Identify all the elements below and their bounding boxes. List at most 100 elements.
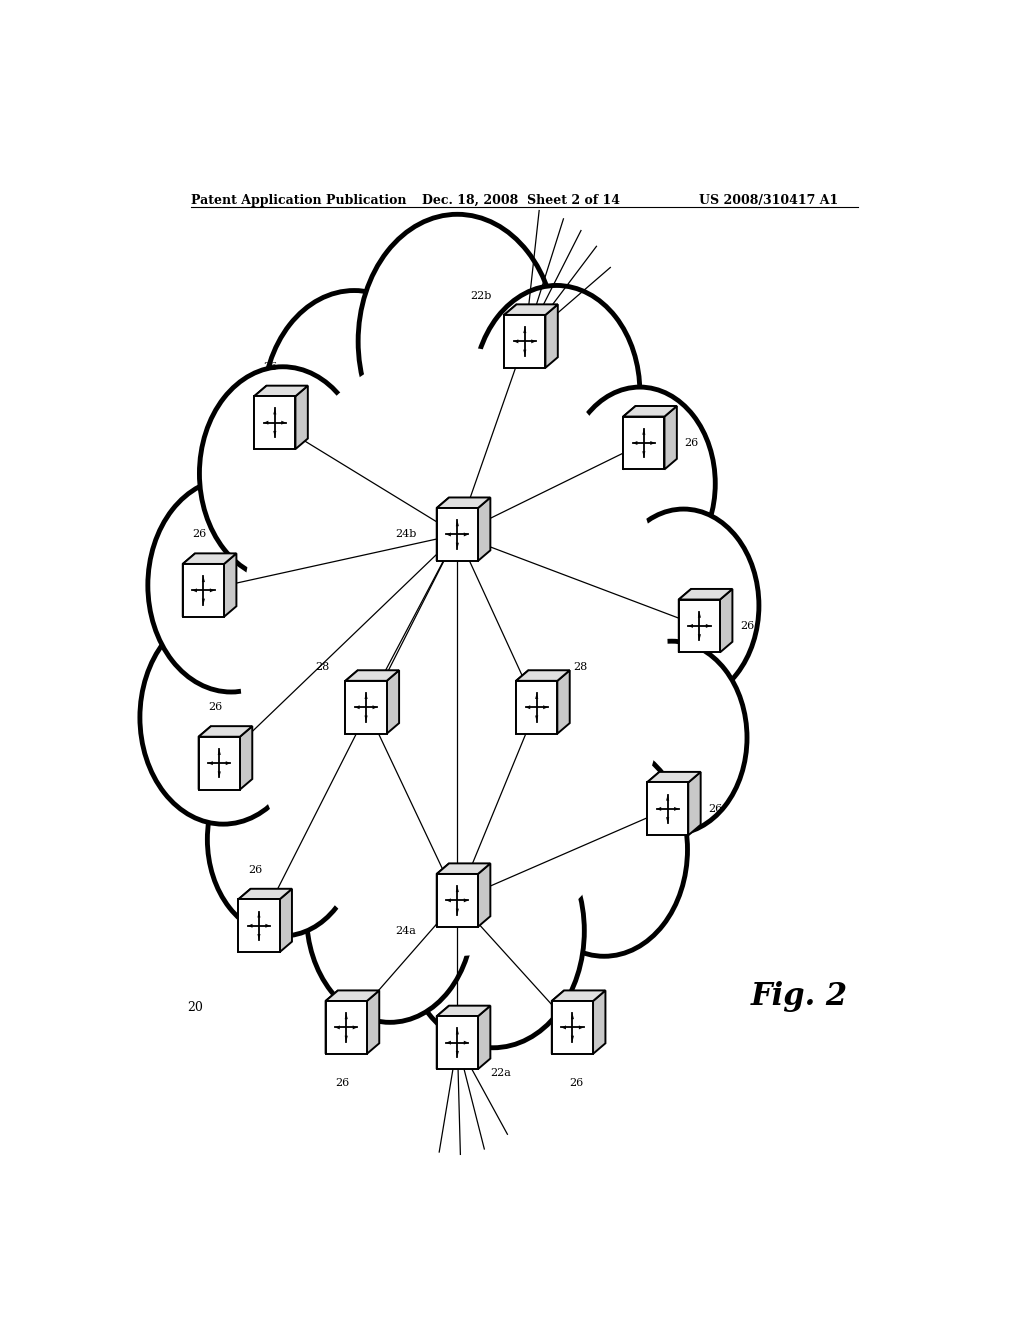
Polygon shape: [624, 407, 677, 417]
Text: 22a: 22a: [490, 1068, 511, 1078]
Polygon shape: [504, 315, 546, 368]
Polygon shape: [199, 726, 252, 737]
Text: 26: 26: [248, 865, 262, 875]
Text: 26: 26: [740, 620, 754, 631]
Text: 26: 26: [709, 804, 722, 814]
Polygon shape: [464, 532, 469, 536]
Polygon shape: [224, 553, 237, 616]
Circle shape: [401, 814, 585, 1048]
Polygon shape: [516, 671, 569, 681]
Text: Fig. 2: Fig. 2: [751, 982, 848, 1012]
Polygon shape: [456, 908, 459, 915]
Text: 24a: 24a: [395, 925, 416, 936]
Circle shape: [521, 743, 687, 956]
Circle shape: [263, 290, 445, 524]
Polygon shape: [365, 693, 368, 700]
Polygon shape: [436, 874, 478, 927]
Polygon shape: [365, 715, 368, 722]
Polygon shape: [263, 421, 268, 425]
Polygon shape: [225, 762, 230, 766]
Polygon shape: [436, 1016, 478, 1069]
Circle shape: [200, 367, 367, 581]
Polygon shape: [193, 589, 197, 593]
Text: 22b: 22b: [470, 290, 492, 301]
Polygon shape: [436, 1006, 450, 1069]
Polygon shape: [202, 576, 205, 582]
Polygon shape: [552, 990, 564, 1053]
Polygon shape: [679, 589, 732, 599]
Polygon shape: [182, 553, 196, 616]
Polygon shape: [666, 817, 670, 824]
Circle shape: [473, 285, 640, 499]
Polygon shape: [282, 421, 286, 425]
Polygon shape: [280, 888, 292, 952]
Polygon shape: [456, 520, 459, 527]
Polygon shape: [202, 599, 205, 605]
Polygon shape: [182, 564, 224, 616]
Polygon shape: [345, 1014, 348, 1019]
Polygon shape: [436, 498, 490, 508]
Polygon shape: [210, 589, 215, 593]
Polygon shape: [436, 863, 490, 874]
Polygon shape: [355, 705, 359, 709]
Polygon shape: [543, 705, 548, 709]
Circle shape: [207, 743, 358, 936]
Polygon shape: [531, 339, 536, 343]
Polygon shape: [446, 899, 451, 903]
Polygon shape: [387, 671, 399, 734]
Polygon shape: [478, 498, 490, 561]
Polygon shape: [697, 634, 701, 640]
Polygon shape: [624, 407, 636, 470]
Polygon shape: [561, 1026, 566, 1030]
Polygon shape: [199, 737, 240, 789]
Polygon shape: [335, 1026, 340, 1030]
Text: 20: 20: [187, 1001, 204, 1014]
Polygon shape: [647, 772, 659, 836]
Polygon shape: [688, 624, 693, 628]
Polygon shape: [720, 589, 732, 652]
Text: 24b: 24b: [395, 529, 417, 540]
Polygon shape: [257, 912, 260, 917]
Polygon shape: [254, 385, 266, 449]
Polygon shape: [579, 1026, 584, 1030]
Polygon shape: [248, 924, 253, 928]
Polygon shape: [536, 715, 539, 722]
Circle shape: [596, 642, 748, 834]
Polygon shape: [257, 935, 260, 940]
Polygon shape: [647, 783, 688, 836]
Polygon shape: [446, 532, 451, 536]
Circle shape: [358, 214, 557, 469]
Polygon shape: [239, 899, 280, 952]
Polygon shape: [345, 681, 387, 734]
Polygon shape: [345, 671, 357, 734]
Text: 26: 26: [684, 438, 698, 447]
Polygon shape: [367, 990, 379, 1053]
Circle shape: [564, 387, 716, 581]
Text: 26: 26: [335, 1078, 349, 1088]
Polygon shape: [456, 1028, 459, 1035]
Polygon shape: [326, 990, 379, 1001]
Polygon shape: [570, 1036, 574, 1041]
Polygon shape: [642, 429, 645, 434]
Polygon shape: [525, 705, 530, 709]
Polygon shape: [436, 1006, 490, 1016]
Polygon shape: [446, 1040, 451, 1044]
Polygon shape: [650, 441, 655, 445]
Polygon shape: [624, 417, 665, 470]
Polygon shape: [557, 671, 569, 734]
Text: Patent Application Publication: Patent Application Publication: [191, 194, 407, 207]
Polygon shape: [516, 681, 557, 734]
Polygon shape: [436, 863, 450, 927]
Polygon shape: [666, 795, 670, 801]
Polygon shape: [665, 407, 677, 470]
Polygon shape: [456, 1051, 459, 1057]
Text: 26: 26: [569, 1078, 584, 1088]
Polygon shape: [688, 772, 700, 836]
Polygon shape: [706, 624, 711, 628]
Text: 26: 26: [208, 702, 222, 713]
Polygon shape: [504, 305, 558, 315]
Polygon shape: [679, 589, 691, 652]
Polygon shape: [240, 726, 252, 789]
Polygon shape: [552, 1001, 593, 1053]
Polygon shape: [218, 748, 221, 755]
